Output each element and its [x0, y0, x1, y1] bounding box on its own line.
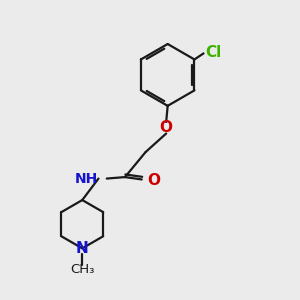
Text: N: N	[76, 241, 89, 256]
Text: NH: NH	[75, 172, 98, 186]
Text: Cl: Cl	[206, 45, 222, 60]
Text: O: O	[160, 119, 173, 134]
Text: O: O	[147, 173, 160, 188]
Text: CH₃: CH₃	[70, 263, 94, 276]
